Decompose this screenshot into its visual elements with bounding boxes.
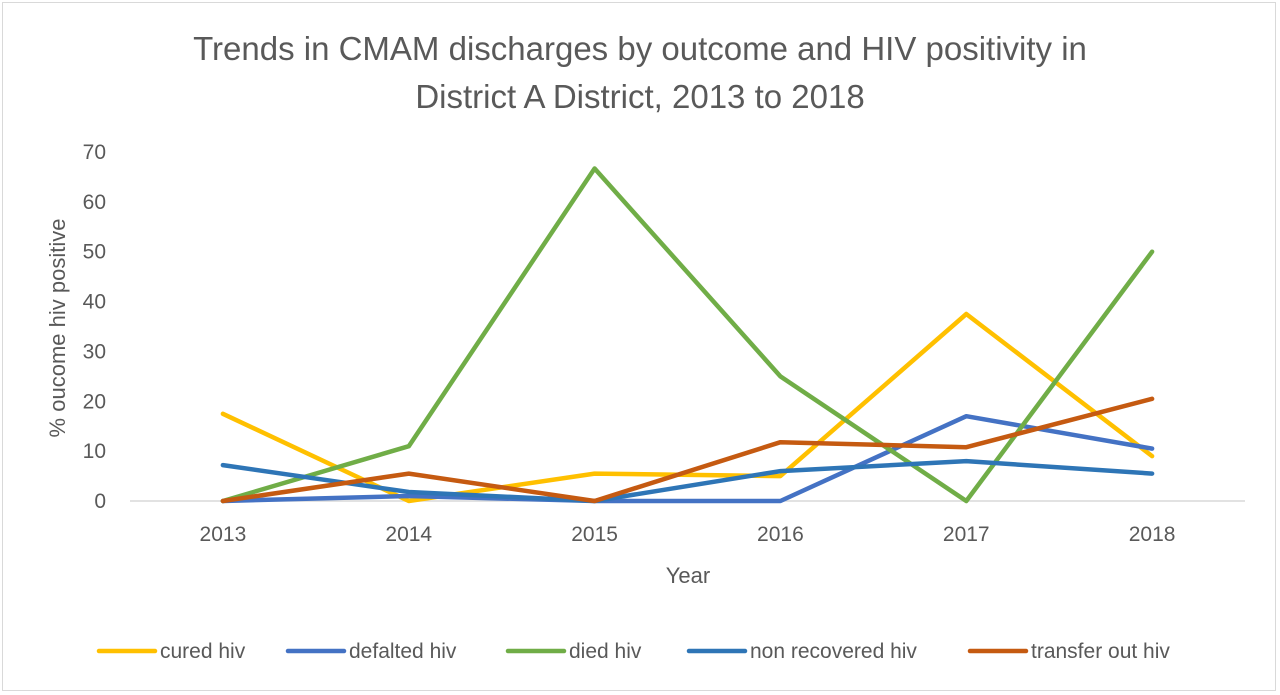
legend-label: defalted hiv — [349, 640, 457, 663]
y-tick-label: 60 — [83, 191, 106, 214]
legend-label: cured hiv — [160, 640, 246, 663]
chart-title-line-2: District A District, 2013 to 2018 — [415, 78, 864, 115]
series-line-died-hiv — [220, 166, 1155, 504]
x-tick-label: 2017 — [943, 523, 990, 546]
legend-label: non recovered hiv — [750, 640, 917, 663]
x-tick-label: 2013 — [200, 523, 247, 546]
x-axis-label: Year — [666, 563, 710, 588]
y-tick-label: 30 — [83, 340, 106, 363]
legend-label: transfer out hiv — [1031, 640, 1170, 663]
y-tick-label: 70 — [83, 141, 106, 164]
series-line-non-recovered-hiv — [220, 458, 1155, 504]
chart-title-line-1: Trends in CMAM discharges by outcome and… — [193, 30, 1087, 67]
y-tick-label: 20 — [83, 390, 106, 413]
x-tick-label: 2016 — [757, 523, 804, 546]
legend-label: died hiv — [569, 640, 642, 663]
y-tick-label: 10 — [83, 440, 106, 463]
y-tick-label: 0 — [94, 490, 106, 513]
y-axis-label: % oucome hiv positive — [45, 219, 70, 438]
x-tick-label: 2014 — [385, 523, 432, 546]
x-tick-label: 2015 — [571, 523, 618, 546]
x-tick-label: 2018 — [1129, 523, 1176, 546]
series-lines — [220, 166, 1155, 504]
y-tick-label: 50 — [83, 241, 106, 264]
series-line-defalted-hiv — [220, 413, 1155, 504]
y-tick-label: 40 — [83, 291, 106, 314]
x-axis-ticks: 2013 2014 2015 2016 2017 2018 — [200, 523, 1176, 546]
y-axis-ticks: 0 10 20 30 40 50 60 70 — [83, 141, 106, 513]
legend: cured hiv defalted hiv died hiv non recover… — [96, 640, 1170, 663]
series-line-transfer-out-hiv — [220, 396, 1155, 504]
